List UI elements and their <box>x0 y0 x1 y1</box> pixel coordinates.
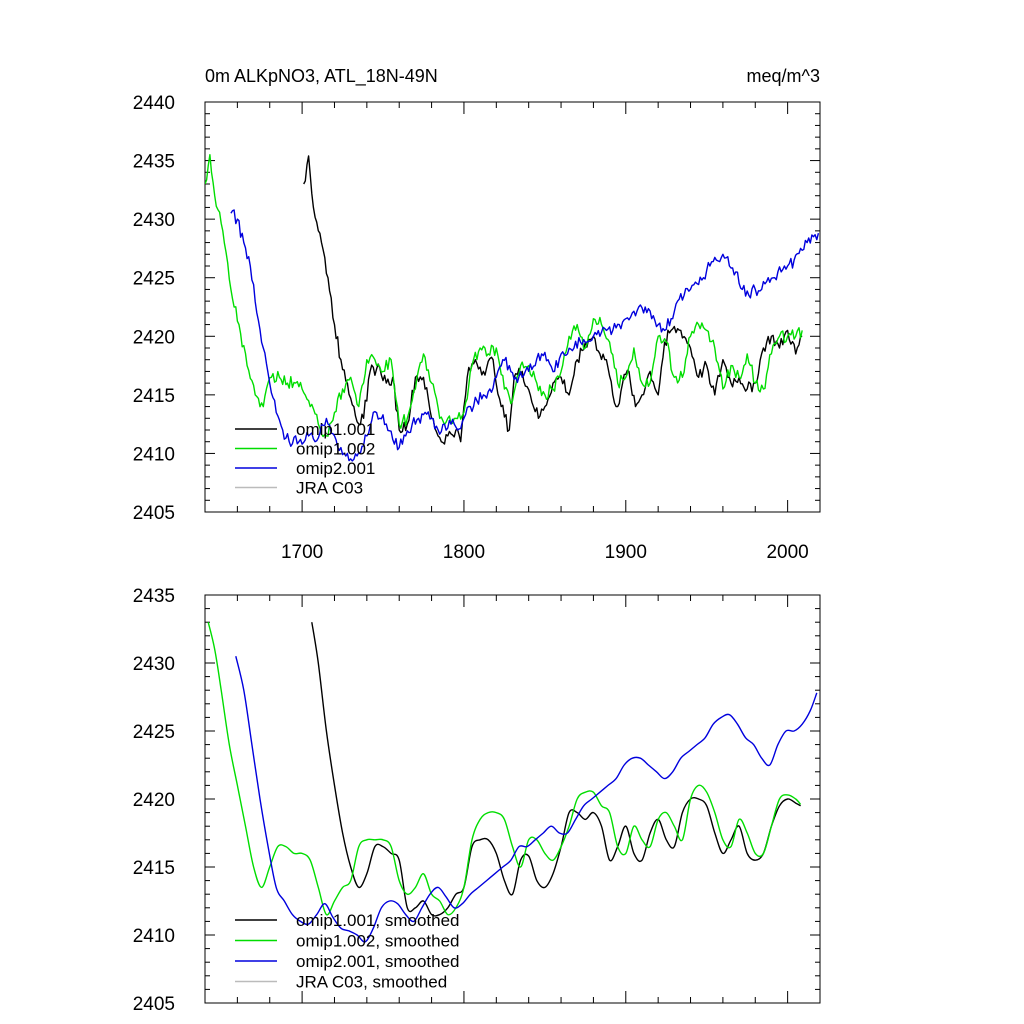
series-line-omip1-001 <box>303 155 803 445</box>
x-tick-label: 1900 <box>605 542 647 563</box>
y-tick-label: 2405 <box>133 994 175 1015</box>
series-line-omip1-002 <box>205 154 803 438</box>
plot-frame <box>204 101 821 513</box>
legend-label: omip1.002, smoothed <box>296 932 460 951</box>
y-tick-label: 2435 <box>133 152 175 173</box>
legend-label: omip2.001 <box>296 459 375 478</box>
y-tick-label: 2420 <box>133 327 175 348</box>
legend-label: omip2.001, smoothed <box>296 952 460 971</box>
y-tick-label: 2405 <box>133 503 175 524</box>
series-group <box>205 154 820 462</box>
legend-label: omip1.001, smoothed <box>296 911 460 930</box>
y-tick-label: 2425 <box>133 269 175 290</box>
x-tick-label: 1700 <box>281 542 323 563</box>
bottom-panel: 2405 2410 2415 2420 2425 2430 2435 omip1.001, s… <box>133 586 821 1015</box>
series-line-omip2-001 <box>230 209 820 462</box>
y-tick-label: 2435 <box>133 586 175 607</box>
y-tick-label: 2410 <box>133 926 175 947</box>
y-tick-label: 2415 <box>133 386 175 407</box>
y-tick-label: 2430 <box>133 654 175 675</box>
legend-label: JRA C03, smoothed <box>296 973 447 992</box>
x-tick-label: 1800 <box>443 542 485 563</box>
y-tick-label: 2420 <box>133 790 175 811</box>
y-tick-label: 2440 <box>133 93 175 114</box>
chart-title-right: meq/m^3 <box>747 66 820 86</box>
legend-label: omip1.002 <box>296 440 375 459</box>
series-group <box>207 622 818 943</box>
x-tick-label: 2000 <box>766 542 808 563</box>
y-tick-label: 2425 <box>133 722 175 743</box>
legend-label: omip1.001 <box>296 420 375 439</box>
series-line-omip1-002-smoothed <box>207 622 802 916</box>
chart-title-left: 0m ALKpNO3, ATL_18N-49N <box>205 66 438 87</box>
y-tick-label: 2415 <box>133 858 175 879</box>
top-panel: 2405 2410 2415 2420 2425 2430 2435 2440 1700 1800… <box>133 93 821 563</box>
y-tick-label: 2410 <box>133 444 175 465</box>
series-line-omip2-001-smoothed <box>235 656 818 943</box>
series-line-omip1-001-smoothed <box>311 622 801 917</box>
y-tick-label: 2430 <box>133 210 175 231</box>
legend-label: JRA C03 <box>296 479 363 498</box>
